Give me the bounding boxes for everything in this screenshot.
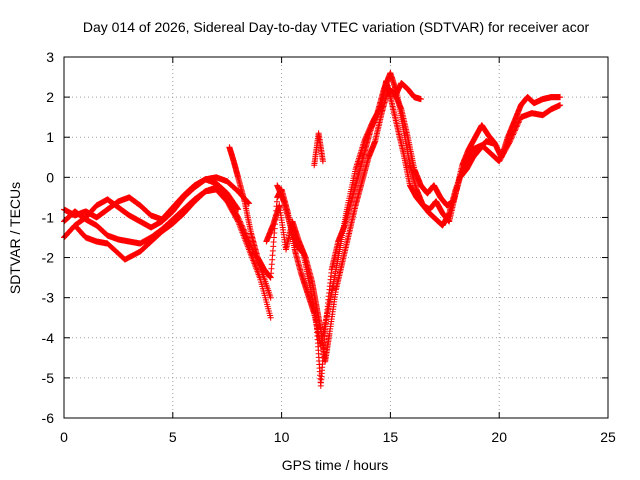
y-axis-label: SDTVAR / TECUs: [7, 182, 23, 294]
x-axis-label: GPS time / hours: [282, 457, 389, 473]
x-tick-label: 0: [60, 429, 68, 445]
y-tick-label: -5: [42, 370, 55, 386]
plot-area: [61, 70, 564, 389]
y-tick-label: -2: [42, 250, 55, 266]
y-tick-label: -6: [42, 410, 55, 426]
y-tick-label: -3: [42, 290, 55, 306]
data-point: [557, 102, 564, 109]
y-tick-label: 2: [46, 89, 54, 105]
y-tick-label: 1: [46, 129, 54, 145]
data-point: [240, 226, 247, 233]
data-point: [267, 314, 274, 321]
x-tick-label: 5: [169, 429, 177, 445]
data-point: [236, 218, 243, 225]
series-trace-7: [263, 86, 496, 365]
x-tick-label: 10: [274, 429, 290, 445]
y-tick-label: 3: [46, 49, 54, 65]
data-point: [243, 233, 250, 240]
data-point: [241, 227, 248, 234]
series-trace-6: [274, 70, 564, 389]
data-point: [489, 140, 496, 147]
series-trace-8: [311, 130, 326, 169]
data-point: [239, 223, 246, 230]
y-tick-label: -4: [42, 330, 55, 346]
series-trace-4: [71, 184, 274, 301]
data-point: [242, 230, 249, 237]
data-point: [237, 219, 244, 226]
data-point: [244, 234, 251, 241]
data-point: [238, 221, 245, 228]
x-tick-label: 15: [383, 429, 399, 445]
x-tick-label: 25: [600, 429, 616, 445]
data-point: [242, 231, 249, 238]
data-point: [235, 214, 242, 221]
series-trace-9: [391, 80, 424, 103]
data-point: [417, 96, 424, 103]
data-point: [238, 222, 245, 229]
y-tick-label: 0: [46, 169, 54, 185]
data-point: [241, 229, 248, 236]
data-point: [557, 94, 564, 101]
tick-labels: 0 5 10 15 20 25 -6 -5 -4 -3 -2 -1 0 1 2 3: [42, 49, 616, 445]
x-tick-label: 20: [491, 429, 507, 445]
data-point: [319, 158, 326, 165]
data-point: [236, 217, 243, 224]
y-tick-label: -1: [42, 209, 55, 225]
data-point: [267, 294, 274, 301]
chart-title: Day 014 of 2026, Sidereal Day-to-day VTE…: [83, 19, 590, 35]
data-point: [235, 215, 242, 222]
data-point: [239, 225, 246, 232]
plot-frame: [63, 56, 609, 419]
